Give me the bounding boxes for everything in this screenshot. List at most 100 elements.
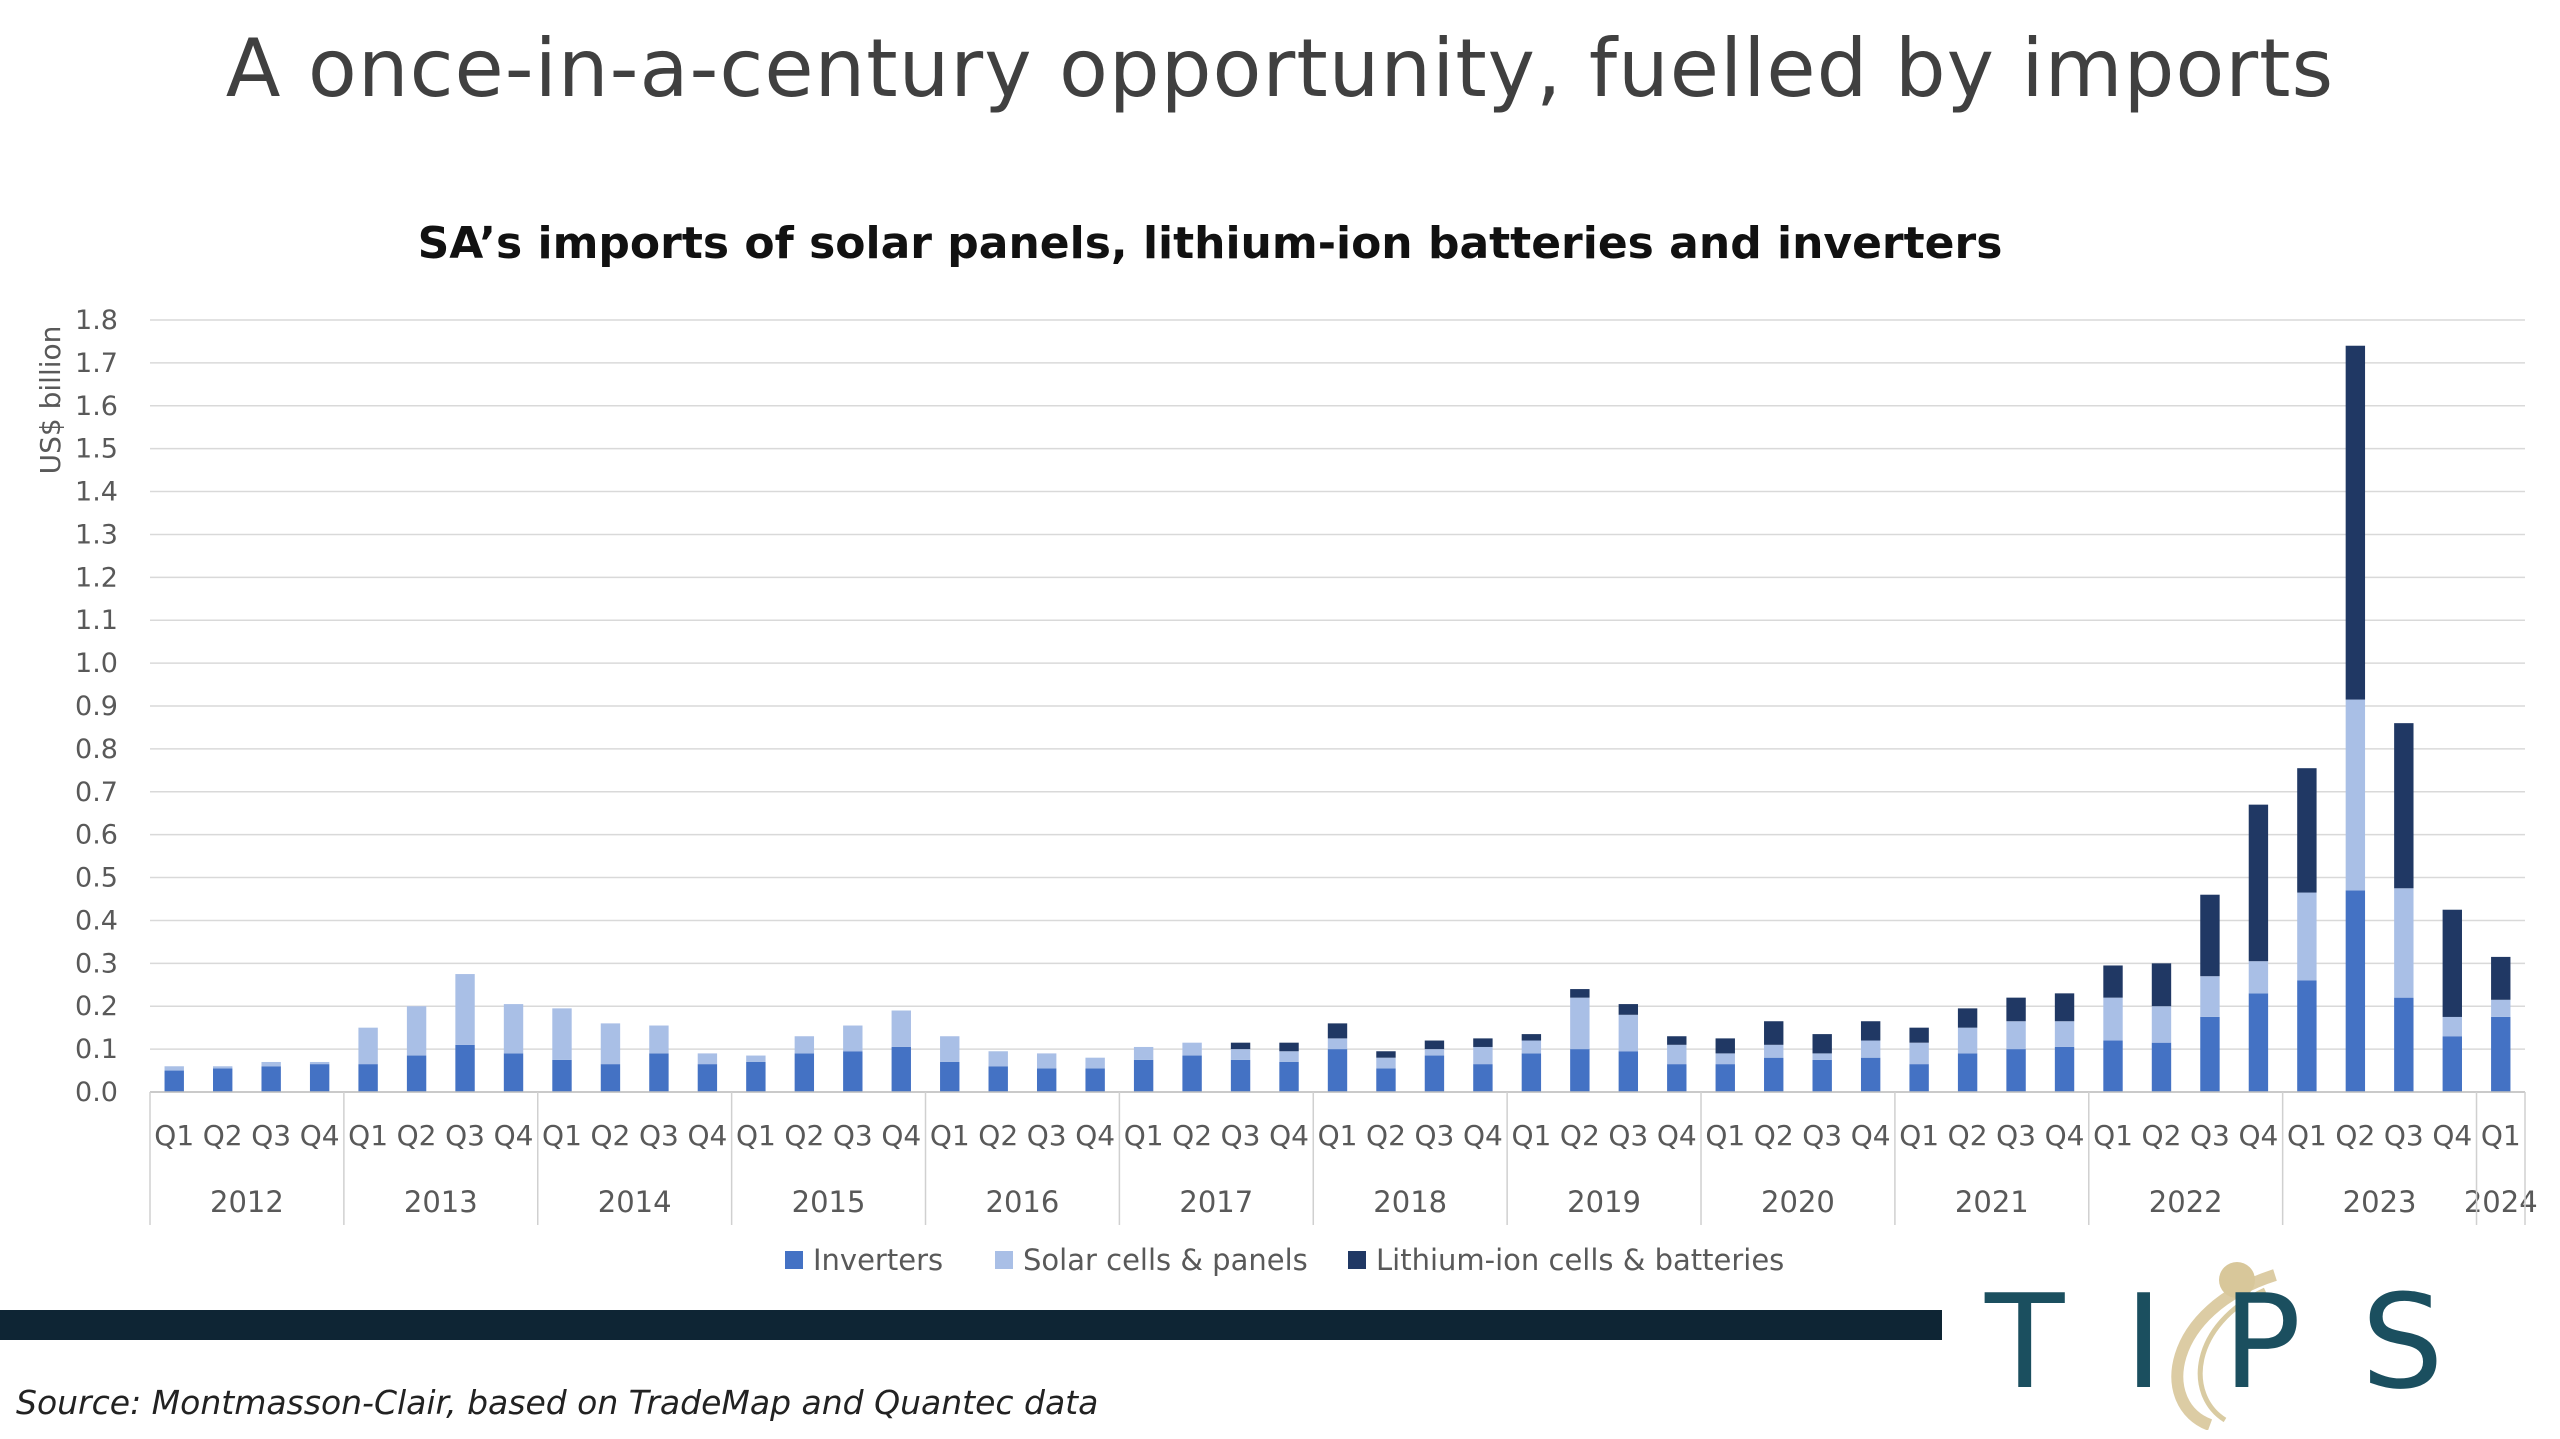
bar-segment-lithium xyxy=(2103,965,2123,998)
year-label: 2015 xyxy=(792,1185,866,1219)
bar-segment-inverters xyxy=(1618,1051,1639,1092)
bar-segment-inverters xyxy=(697,1064,718,1092)
x-tick-label: Q3 xyxy=(1608,1119,1648,1152)
x-tick-label: Q4 xyxy=(494,1119,534,1152)
bar-segment-solar xyxy=(1764,1044,1784,1058)
bar-segment-solar xyxy=(1327,1038,1348,1050)
bar-segment-solar xyxy=(1182,1042,1202,1056)
bar-segment-solar xyxy=(1133,1046,1154,1060)
bar-segment-inverters xyxy=(1521,1053,1542,1092)
bar-segment-lithium xyxy=(1715,1038,1735,1054)
x-tick-label: Q1 xyxy=(2093,1119,2133,1152)
bar-segment-solar xyxy=(1230,1049,1251,1060)
logo-letters: TIPS xyxy=(1984,1266,2504,1418)
bar-segment-solar xyxy=(2200,976,2220,1017)
bar-segment-solar xyxy=(1812,1053,1832,1060)
bar-segment-inverters xyxy=(1376,1068,1396,1092)
year-label: 2021 xyxy=(1955,1185,2029,1219)
logo-swoosh-inner xyxy=(2197,1287,2267,1423)
x-tick-label: Q1 xyxy=(1899,1119,1939,1152)
bar-segment-solar xyxy=(1570,997,1590,1050)
bar-segment-solar xyxy=(1036,1053,1057,1069)
bar-segment-inverters xyxy=(164,1070,184,1092)
year-label: 2013 xyxy=(404,1185,478,1219)
x-tick-label: Q1 xyxy=(1705,1119,1745,1152)
year-label: 2024 xyxy=(2464,1185,2538,1219)
x-tick-label: Q1 xyxy=(1318,1119,1358,1152)
bar-segment-solar xyxy=(2491,999,2511,1017)
bar-segment-inverters xyxy=(1667,1064,1687,1092)
bar-segment-lithium xyxy=(2345,345,2366,700)
year-label: 2012 xyxy=(210,1185,284,1219)
bar-segment-inverters xyxy=(1909,1064,1929,1092)
bar-segment-solar xyxy=(649,1025,669,1054)
bar-segment-solar xyxy=(2151,1006,2172,1043)
bar-segment-solar xyxy=(1473,1046,1493,1065)
bar-segment-solar xyxy=(2394,888,2414,998)
bar-segment-solar xyxy=(794,1036,815,1054)
bar-segment-inverters xyxy=(213,1068,233,1092)
bar-segment-inverters xyxy=(2248,993,2269,1092)
x-tick-label: Q4 xyxy=(300,1119,340,1152)
x-tick-label: Q2 xyxy=(397,1119,437,1152)
bar-segment-inverters xyxy=(406,1055,427,1092)
x-tick-label: Q4 xyxy=(1269,1119,1309,1152)
x-tick-label: Q3 xyxy=(639,1119,679,1152)
bar-segment-lithium xyxy=(1424,1040,1445,1050)
y-tick-label: 1.0 xyxy=(75,648,118,679)
bar-segment-solar xyxy=(503,1004,524,1054)
x-tick-label: Q2 xyxy=(1560,1119,1600,1152)
bar-segment-inverters xyxy=(1957,1053,1978,1092)
x-tick-label: Q3 xyxy=(445,1119,485,1152)
bar-segment-inverters xyxy=(1570,1049,1590,1092)
bar-segment-inverters xyxy=(2297,980,2317,1092)
bar-segment-solar xyxy=(1376,1057,1396,1069)
bar-segment-inverters xyxy=(1230,1059,1251,1092)
bar-segment-solar xyxy=(552,1008,572,1060)
bar-segment-solar xyxy=(2103,997,2123,1041)
bar-segment-solar xyxy=(2248,961,2269,994)
bar-segment-lithium xyxy=(1376,1051,1396,1058)
bottom-dark-bar xyxy=(0,1310,1942,1340)
x-tick-label: Q2 xyxy=(2142,1119,2182,1152)
legend-label: Lithium-ion cells & batteries xyxy=(1376,1243,1784,1277)
bar-segment-inverters xyxy=(649,1053,669,1092)
bar-segment-inverters xyxy=(843,1051,863,1092)
bar-segment-inverters xyxy=(1133,1059,1154,1092)
y-tick-label: 0.2 xyxy=(75,991,118,1022)
x-tick-label: Q1 xyxy=(736,1119,776,1152)
x-tick-label: Q1 xyxy=(542,1119,582,1152)
bar-segment-inverters xyxy=(1279,1061,1299,1092)
bar-segment-lithium xyxy=(1618,1004,1639,1015)
bar-segment-inverters xyxy=(1715,1064,1735,1092)
legend-swatch xyxy=(1348,1251,1366,1269)
x-tick-label: Q4 xyxy=(1075,1119,1115,1152)
chart-title: SA’s imports of solar panels, lithium-io… xyxy=(418,218,2003,269)
x-tick-label: Q2 xyxy=(2335,1119,2375,1152)
x-tick-label: Q3 xyxy=(2190,1119,2230,1152)
x-tick-label: Q4 xyxy=(2432,1119,2472,1152)
bar-segment-lithium xyxy=(1667,1036,1687,1045)
x-tick-label: Q1 xyxy=(930,1119,970,1152)
x-tick-label: Q1 xyxy=(2481,1119,2521,1152)
x-tick-label: Q1 xyxy=(154,1119,194,1152)
bar-segment-solar xyxy=(1957,1027,1978,1054)
bar-segment-inverters xyxy=(1860,1057,1881,1092)
bar-segment-inverters xyxy=(1327,1049,1348,1092)
bar-segment-solar xyxy=(406,1006,427,1056)
bar-segment-solar xyxy=(2006,1021,2026,1050)
bar-segment-inverters xyxy=(2054,1046,2075,1092)
x-tick-label: Q2 xyxy=(978,1119,1018,1152)
y-tick-label: 1.5 xyxy=(75,434,118,465)
bar-segment-solar xyxy=(746,1055,766,1062)
year-label: 2014 xyxy=(598,1185,672,1219)
x-tick-label: Q1 xyxy=(348,1119,388,1152)
x-axis: Q1 Q2 Q3 Q4 Q1 Q2 Q3 Q4 Q1 Q2 Q3 Q4 Q1 Q2 Q3 Q4 Q1 Q2 Q3 Q4… xyxy=(149,1091,2538,1225)
x-tick-label: Q3 xyxy=(1221,1119,1261,1152)
bar-segment-inverters xyxy=(1812,1059,1832,1092)
bar-segment-inverters xyxy=(988,1066,1008,1092)
bar-segment-inverters xyxy=(1424,1055,1445,1092)
bar-segment-inverters xyxy=(2442,1036,2462,1092)
bar-segment-lithium xyxy=(1812,1034,1832,1054)
y-tick-label: 1.1 xyxy=(75,605,118,636)
